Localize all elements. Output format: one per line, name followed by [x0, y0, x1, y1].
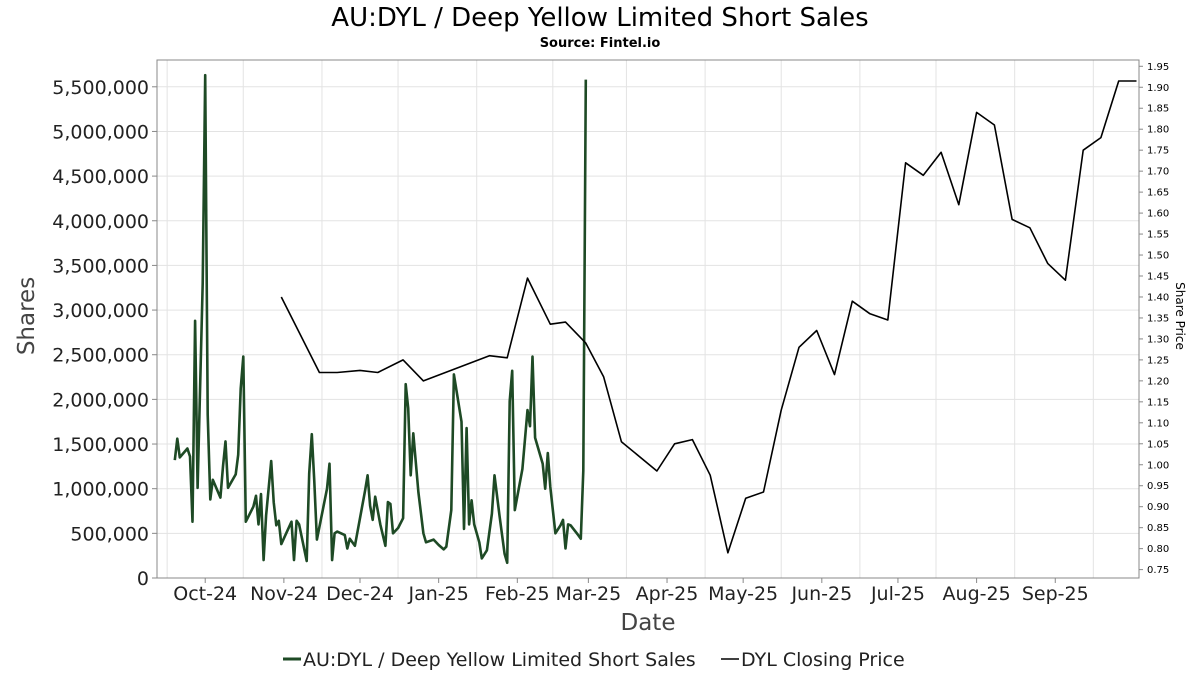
x-tick-label: Feb-25 — [485, 583, 550, 605]
y-tick-label: 5,000,000 — [52, 121, 149, 143]
y-tick-label: 3,500,000 — [52, 255, 149, 277]
y-tick-label: 2,000,000 — [52, 389, 149, 411]
y2-axis-ticks: 0.75 0.80 0.85 0.90 0.95 1.00 1.05 1.10 1.15 1.20… — [1139, 62, 1169, 576]
y2-tick-label: 0.80 — [1147, 544, 1169, 555]
y2-tick-label: 1.00 — [1147, 460, 1169, 471]
y2-tick-label: 1.70 — [1147, 167, 1169, 178]
y2-axis-label: Share Price — [1173, 282, 1187, 350]
y2-tick-label: 0.85 — [1147, 523, 1169, 534]
y2-tick-label: 1.15 — [1147, 397, 1169, 408]
y2-tick-label: 1.75 — [1147, 146, 1169, 157]
y2-tick-label: 1.80 — [1147, 125, 1169, 136]
x-tick-label: Sep-25 — [1022, 583, 1089, 605]
short-sales-series-line — [173, 73, 588, 565]
y2-tick-label: 1.50 — [1147, 251, 1169, 262]
y2-tick-label: 1.60 — [1147, 209, 1169, 220]
x-axis-ticks: Oct-24 Nov-24 Dec-24 Jan-25 Feb-25 Mar-25 Apr-… — [173, 578, 1089, 605]
y2-tick-label: 1.20 — [1147, 376, 1169, 387]
y2-tick-label: 1.55 — [1147, 230, 1169, 241]
x-tick-label: Jun-25 — [790, 583, 852, 605]
closing-price-series-line — [280, 80, 1137, 554]
legend: AU:DYL / Deep Yellow Limited Short Sales… — [283, 649, 905, 671]
y2-tick-label: 1.95 — [1147, 62, 1169, 73]
y2-tick-label: 1.25 — [1147, 355, 1169, 366]
x-tick-label: Mar-25 — [556, 583, 622, 605]
y2-tick-label: 0.75 — [1147, 565, 1169, 576]
y-tick-label: 1,000,000 — [52, 479, 149, 501]
y2-tick-label: 1.10 — [1147, 418, 1169, 429]
gridlines — [157, 60, 1139, 579]
legend-label-short-sales: AU:DYL / Deep Yellow Limited Short Sales — [303, 649, 696, 671]
x-tick-label: May-25 — [708, 583, 778, 605]
x-tick-label: Dec-24 — [326, 583, 394, 605]
x-tick-label: Nov-24 — [250, 583, 318, 605]
chart-title: AU:DYL / Deep Yellow Limited Short Sales — [331, 3, 868, 33]
y2-tick-label: 1.40 — [1147, 292, 1169, 303]
y-tick-label: 0 — [137, 568, 149, 590]
y2-tick-label: 1.65 — [1147, 188, 1169, 199]
y2-tick-label: 0.95 — [1147, 481, 1169, 492]
y-tick-label: 1,500,000 — [52, 434, 149, 456]
y2-tick-label: 1.45 — [1147, 272, 1169, 283]
y2-tick-label: 1.85 — [1147, 104, 1169, 115]
y-tick-label: 4,000,000 — [52, 211, 149, 233]
y-tick-label: 3,000,000 — [52, 300, 149, 322]
series-lines — [173, 73, 1137, 565]
y2-tick-label: 1.30 — [1147, 334, 1169, 345]
y2-tick-label: 1.90 — [1147, 83, 1169, 94]
y2-tick-label: 1.05 — [1147, 439, 1169, 450]
y-axis-ticks: 0 500,000 1,000,000 1,500,000 2,000,000 2,500… — [52, 77, 157, 590]
plot-area-frame — [156, 59, 1140, 579]
x-axis-label: Date — [621, 610, 676, 636]
x-tick-label: Jul-25 — [870, 583, 925, 605]
x-tick-label: Oct-24 — [173, 583, 237, 605]
x-tick-label: Apr-25 — [636, 583, 699, 605]
y-axis-label: Shares — [14, 277, 40, 355]
x-tick-label: Aug-25 — [943, 583, 1011, 605]
y-tick-label: 500,000 — [70, 523, 149, 545]
y-tick-label: 4,500,000 — [52, 166, 149, 188]
y2-tick-label: 0.90 — [1147, 502, 1169, 513]
legend-label-closing-price: DYL Closing Price — [741, 649, 905, 671]
y2-tick-label: 1.35 — [1147, 313, 1169, 324]
y-tick-label: 5,500,000 — [52, 77, 149, 99]
chart-subtitle: Source: Fintel.io — [540, 36, 661, 51]
x-tick-label: Jan-25 — [407, 583, 468, 605]
y-tick-label: 2,500,000 — [52, 345, 149, 367]
